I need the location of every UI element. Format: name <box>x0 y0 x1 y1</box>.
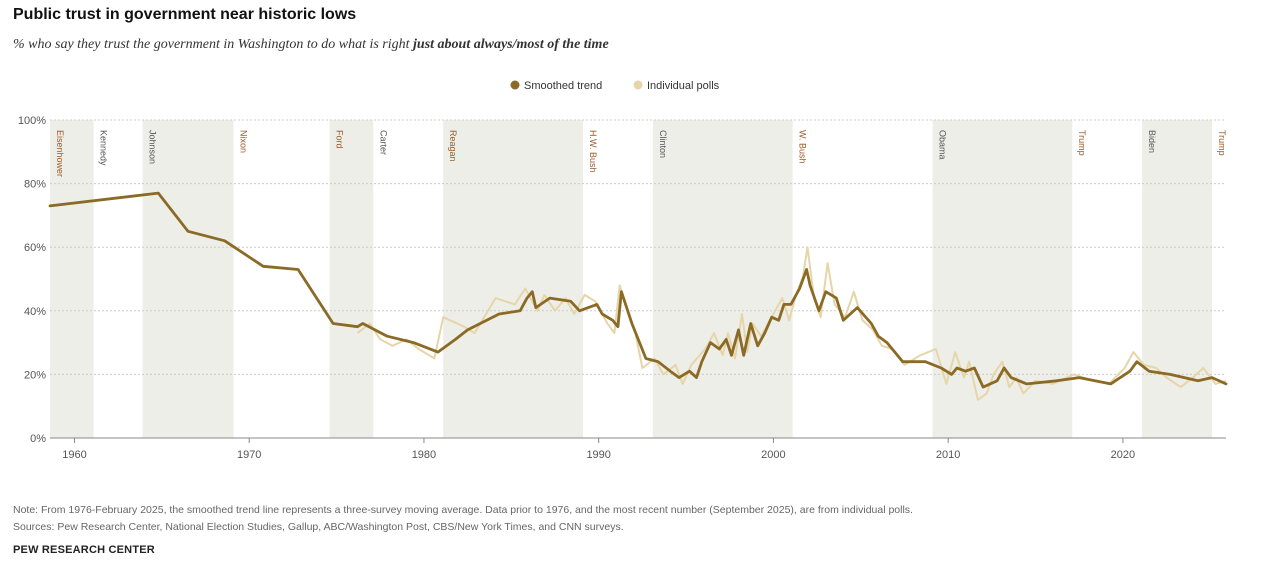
chart: Smoothed trend Individual polls Eisenhow… <box>18 80 1228 461</box>
subtitle-plain: % who say they trust the government in W… <box>13 37 414 52</box>
brand-logo: PEW RESEARCH CENTER <box>13 544 155 556</box>
president-label: Trump <box>1217 130 1227 156</box>
president-bands <box>50 120 1213 438</box>
legend-polls-label: Individual polls <box>647 80 720 92</box>
chart-subtitle: % who say they trust the government in W… <box>13 37 609 53</box>
x-tick-label: 2020 <box>1111 449 1135 461</box>
president-band <box>932 120 1073 438</box>
x-tick-label: 1960 <box>62 449 86 461</box>
president-band <box>329 120 374 438</box>
legend-trend-swatch <box>510 80 520 90</box>
president-band <box>142 120 234 438</box>
president-label: Ford <box>335 130 345 149</box>
y-tick-label: 20% <box>24 369 46 381</box>
president-label: Biden <box>1147 130 1157 153</box>
legend-polls-swatch <box>633 80 643 90</box>
president-labels: Eisenhower Kennedy Johnson Nixon Ford Carter R… <box>55 130 1227 177</box>
president-label: Trump <box>1077 130 1087 156</box>
series-lines <box>48 191 1228 401</box>
y-tick-label: 60% <box>24 242 46 254</box>
president-label: Kennedy <box>99 130 109 166</box>
president-band <box>1142 120 1213 438</box>
president-label: Clinton <box>658 130 668 158</box>
president-label: Nixon <box>238 130 248 153</box>
gridlines <box>50 119 1226 375</box>
series-smoothed-trend <box>48 191 1228 389</box>
president-label: Eisenhower <box>55 130 65 177</box>
president-band <box>50 120 94 438</box>
chart-note: Note: From 1976-February 2025, the smoot… <box>13 504 913 516</box>
y-tick-label: 100% <box>18 115 46 127</box>
president-label: Johnson <box>148 130 158 164</box>
president-label: Reagan <box>448 130 458 162</box>
y-tick-label: 0% <box>30 433 46 445</box>
president-label: W. Bush <box>798 130 808 164</box>
president-label: Obama <box>937 130 947 160</box>
subtitle-bold: just about always/most of the time <box>413 37 609 52</box>
y-axis: 0% 20% 40% 60% 80% 100% <box>18 115 1226 445</box>
x-tick-label: 2000 <box>761 449 785 461</box>
y-tick-label: 80% <box>24 179 46 191</box>
x-axis: 1960 1970 1980 1990 2000 2010 2020 <box>62 438 1135 461</box>
legend-trend-label: Smoothed trend <box>524 80 602 92</box>
x-tick-label: 1980 <box>412 449 436 461</box>
chart-sources: Sources: Pew Research Center, National E… <box>13 521 624 533</box>
president-band <box>443 120 583 438</box>
legend: Smoothed trend Individual polls <box>510 80 720 92</box>
president-band <box>652 120 793 438</box>
x-tick-label: 1970 <box>237 449 261 461</box>
x-tick-label: 2010 <box>936 449 960 461</box>
president-label: Carter <box>378 130 388 155</box>
president-label: H.W. Bush <box>588 130 598 173</box>
y-tick-label: 40% <box>24 306 46 318</box>
x-tick-label: 1990 <box>586 449 610 461</box>
chart-title: Public trust in government near historic… <box>13 6 357 23</box>
